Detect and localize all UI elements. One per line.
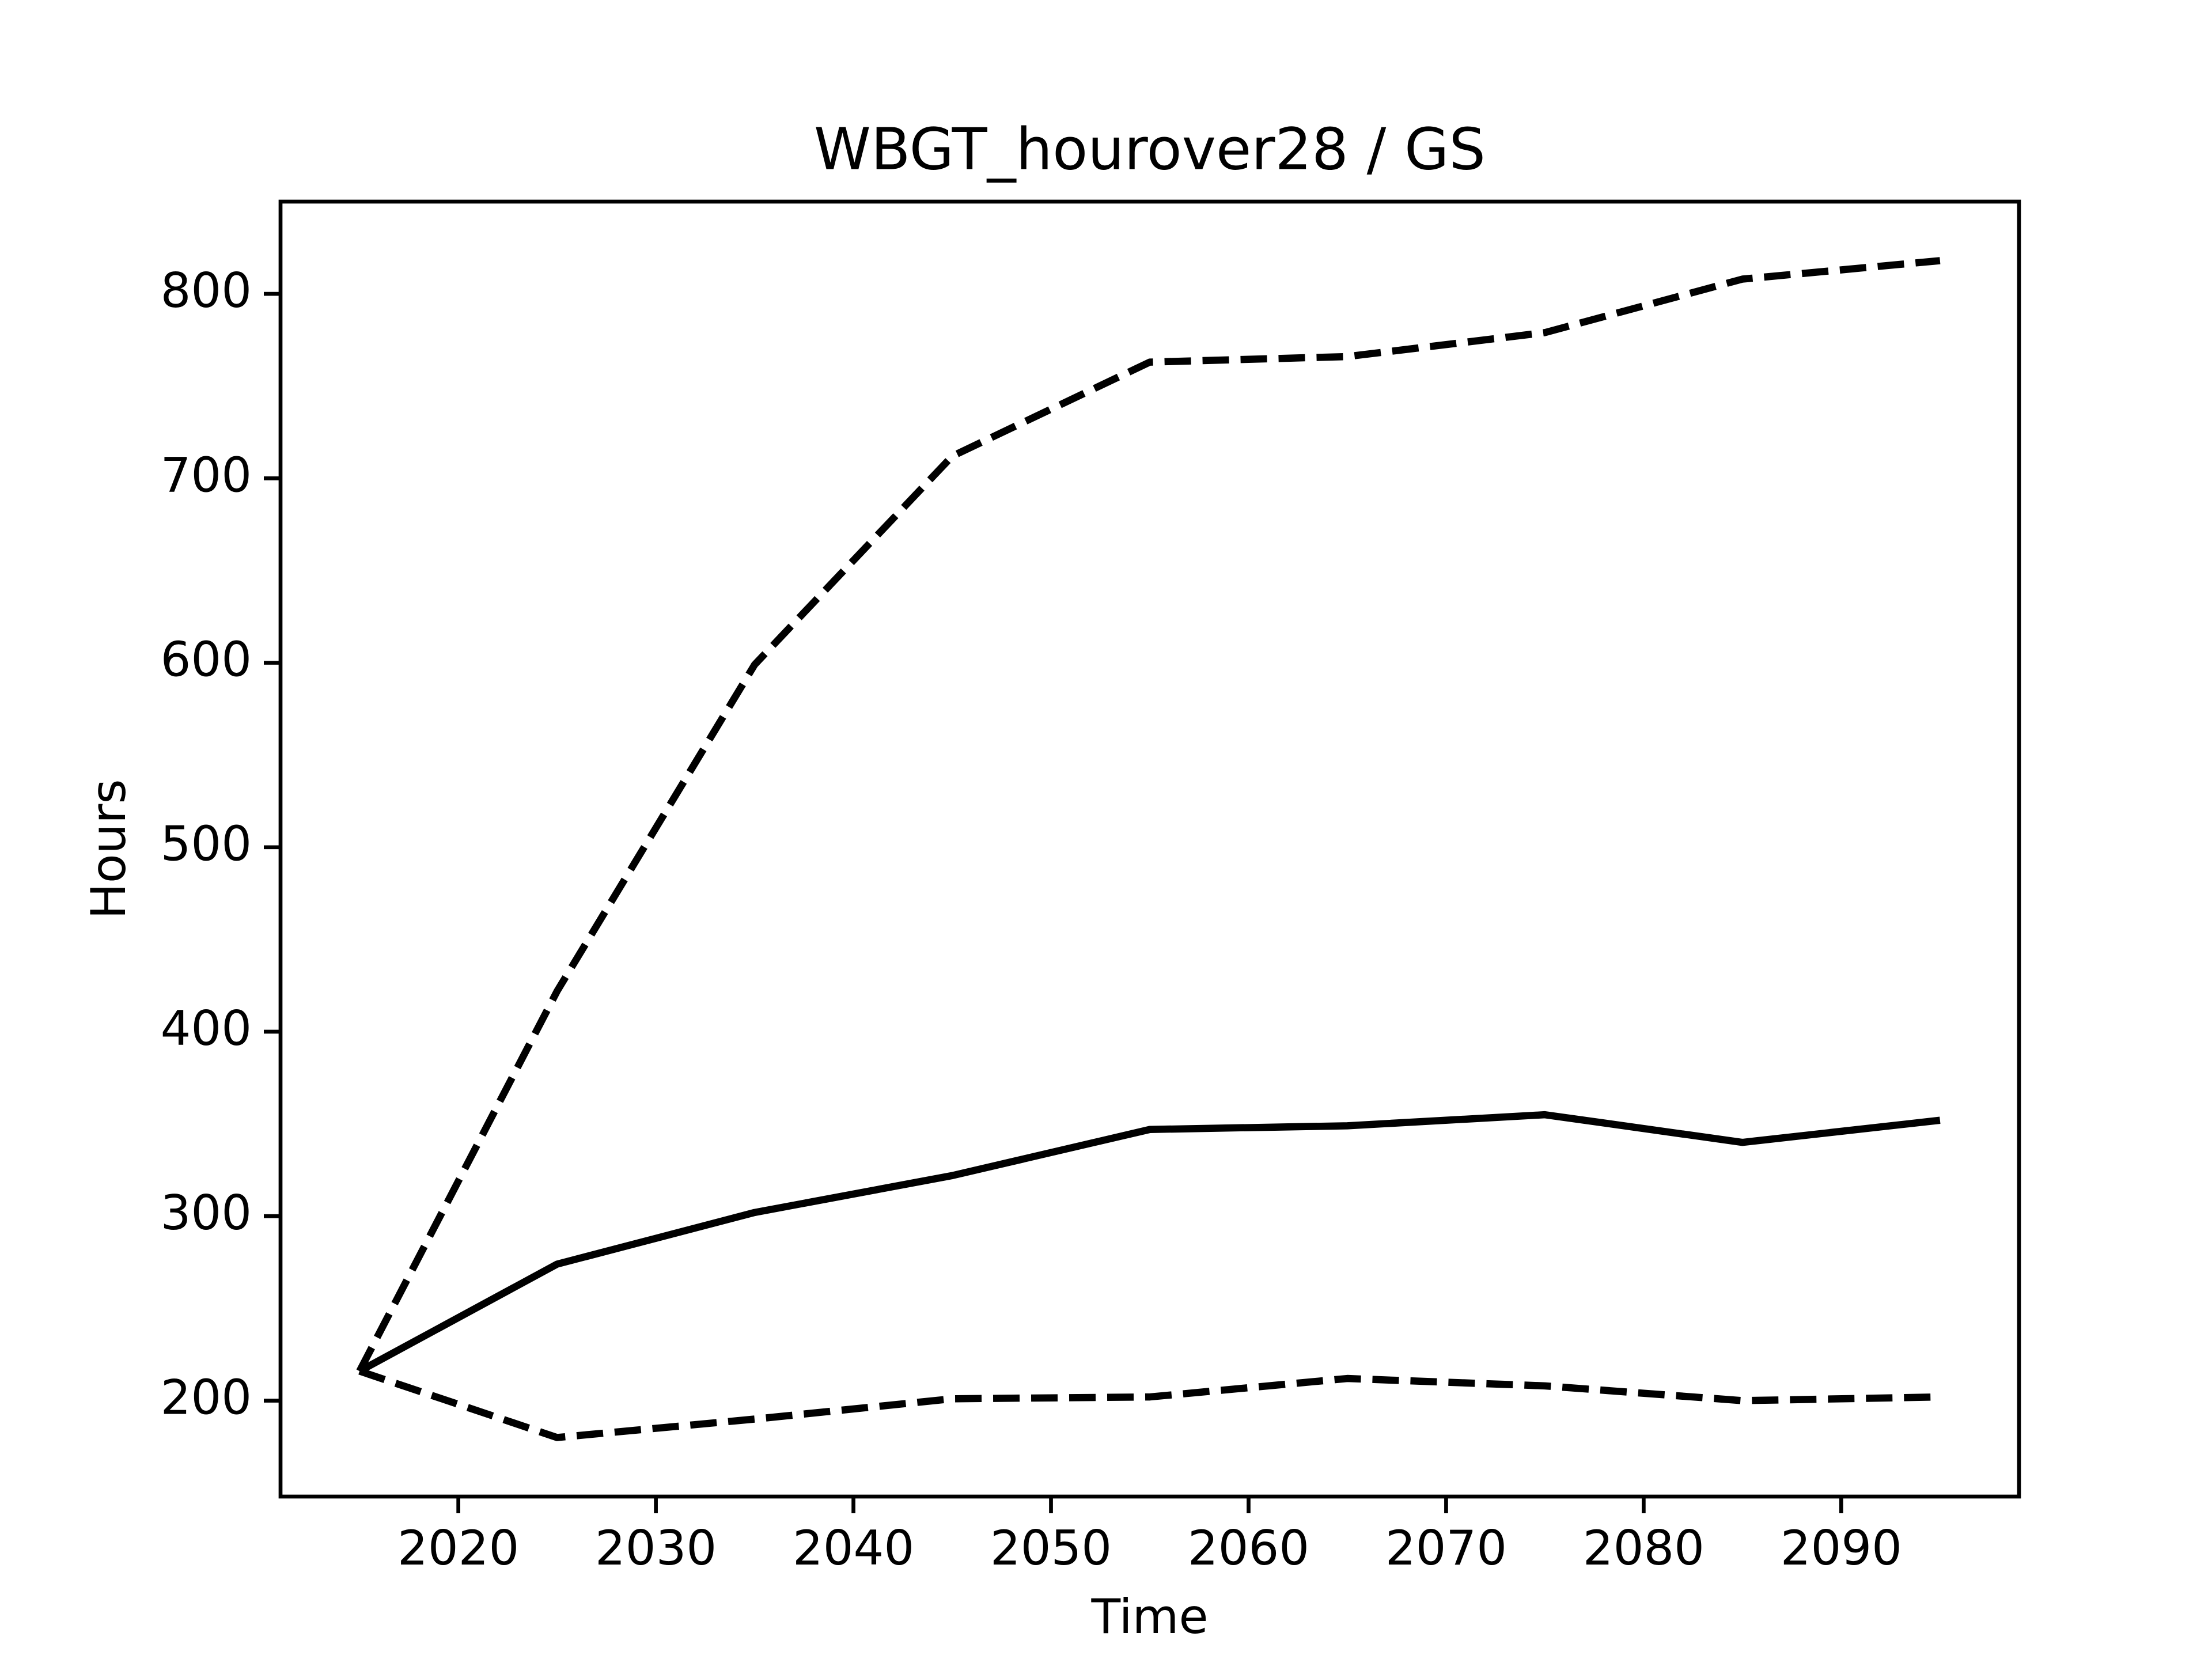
y-tick-label: 800 xyxy=(161,263,252,319)
x-tick-label: 2040 xyxy=(793,1520,914,1576)
chart-title: WBGT_hourover28 / GS xyxy=(814,115,1486,183)
x-tick-label: 2080 xyxy=(1583,1520,1705,1576)
x-tick-label: 2020 xyxy=(397,1520,519,1576)
x-tick-label: 2090 xyxy=(1781,1520,1902,1576)
y-tick-label: 600 xyxy=(161,632,252,688)
x-tick-label: 2070 xyxy=(1385,1520,1507,1576)
series-line xyxy=(358,1111,1941,1374)
series-line xyxy=(356,257,1941,1373)
series-line xyxy=(358,1368,1940,1441)
y-tick-label: 200 xyxy=(161,1369,252,1425)
y-tick-label: 400 xyxy=(161,1001,252,1056)
x-tick-label: 2060 xyxy=(1188,1520,1309,1576)
y-tick-label: 500 xyxy=(161,816,252,872)
y-tick-label: 700 xyxy=(161,447,252,503)
x-axis-label: Time xyxy=(1090,1589,1208,1645)
x-tick-label: 2030 xyxy=(595,1520,717,1576)
y-axis-label: Hours xyxy=(81,779,137,919)
axes-frame xyxy=(278,199,2021,1499)
y-tick-label: 300 xyxy=(161,1185,252,1241)
x-tick-label: 2050 xyxy=(990,1520,1112,1576)
